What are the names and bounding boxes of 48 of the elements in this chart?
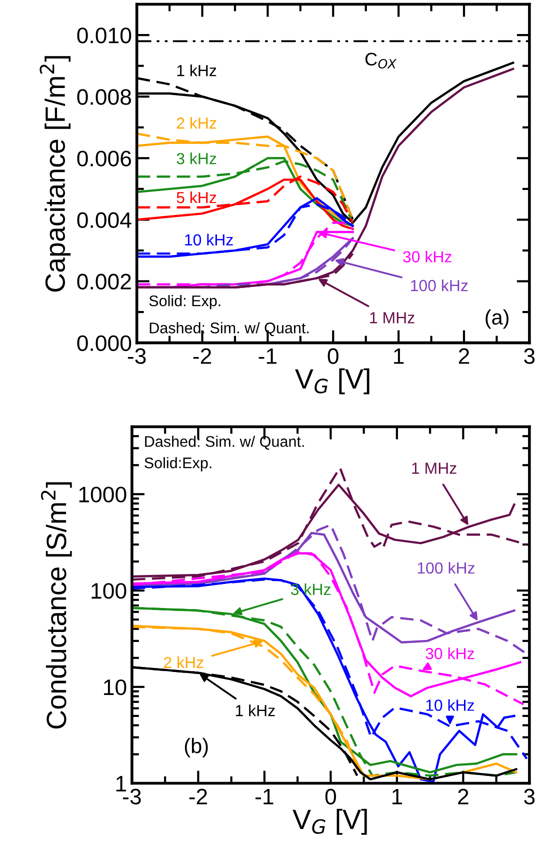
- text: 100 kHz: [418, 562, 474, 574]
- x-axis-title: V$_{G}$ [V]: [292, 808, 367, 835]
- y-tick-label: 0.010: [77, 28, 132, 44]
- x-tick-label: -2: [189, 788, 207, 804]
- text: 3 kHz: [291, 583, 330, 596]
- series-label: 2 kHz: [176, 117, 216, 129]
- x-tick-label: 0: [328, 348, 338, 364]
- y-tick-label: 10: [104, 679, 126, 696]
- annotation: Dashed: Sim. w/ Quant.: [145, 436, 304, 450]
- text: 100 kHz: [411, 280, 468, 292]
- x-tick-label: 0: [325, 788, 336, 804]
- annotation: (b): [184, 738, 208, 758]
- y-axis-title: Conductance [S/m$^{2}$]: [40, 482, 72, 728]
- x-tick-label: 2: [458, 788, 468, 804]
- x-tick-label: -2: [193, 348, 212, 364]
- line-series: [136, 178, 354, 230]
- series-label: 10 kHz: [426, 699, 474, 711]
- text: 1 MHz: [412, 462, 456, 474]
- y-tick-label: 1000: [79, 486, 126, 502]
- line-series: [136, 222, 354, 286]
- x-tick-label: -1: [258, 348, 276, 364]
- y-tick-label: 100: [92, 583, 126, 599]
- text: 30 kHz: [403, 250, 452, 262]
- y-tick-label: 0.006: [77, 150, 132, 166]
- ref-line-label: C$_{OX}$: [365, 52, 397, 69]
- x-tick-label: 3: [524, 348, 535, 364]
- y-tick-label: 0.008: [77, 89, 132, 105]
- text: 1 MHz: [370, 312, 414, 324]
- series-label: 30 kHz: [426, 648, 474, 660]
- series-label: 3 kHz: [176, 152, 216, 164]
- x-tick-label: -1: [256, 788, 274, 804]
- annotation: Solid: Exp.: [149, 295, 220, 310]
- x-axis-title: V$_{G}$ [V]: [295, 368, 370, 394]
- series-label: 1 kHz: [236, 704, 275, 716]
- x-tick-label: 2: [458, 348, 470, 364]
- y-tick-label: 0.002: [77, 274, 131, 290]
- x-tick-label: 1: [392, 788, 402, 804]
- series-label: 10 kHz: [185, 234, 233, 246]
- series-label: 2 kHz: [164, 656, 204, 668]
- annotation: (a): [486, 309, 509, 329]
- y-axis-title: Capacitance [F/m$^{2}$]: [40, 56, 71, 292]
- annotation: Dashed: Sim. w/ Quant.: [150, 322, 309, 336]
- x-tick-label: 3: [524, 788, 535, 804]
- annotation: Solid:Exp.: [144, 457, 212, 472]
- x-tick-label: 1: [394, 348, 404, 364]
- series-label: 1 kHz: [177, 64, 216, 76]
- series-label: 5 kHz: [176, 191, 216, 204]
- y-tick-label: 0.004: [77, 212, 132, 228]
